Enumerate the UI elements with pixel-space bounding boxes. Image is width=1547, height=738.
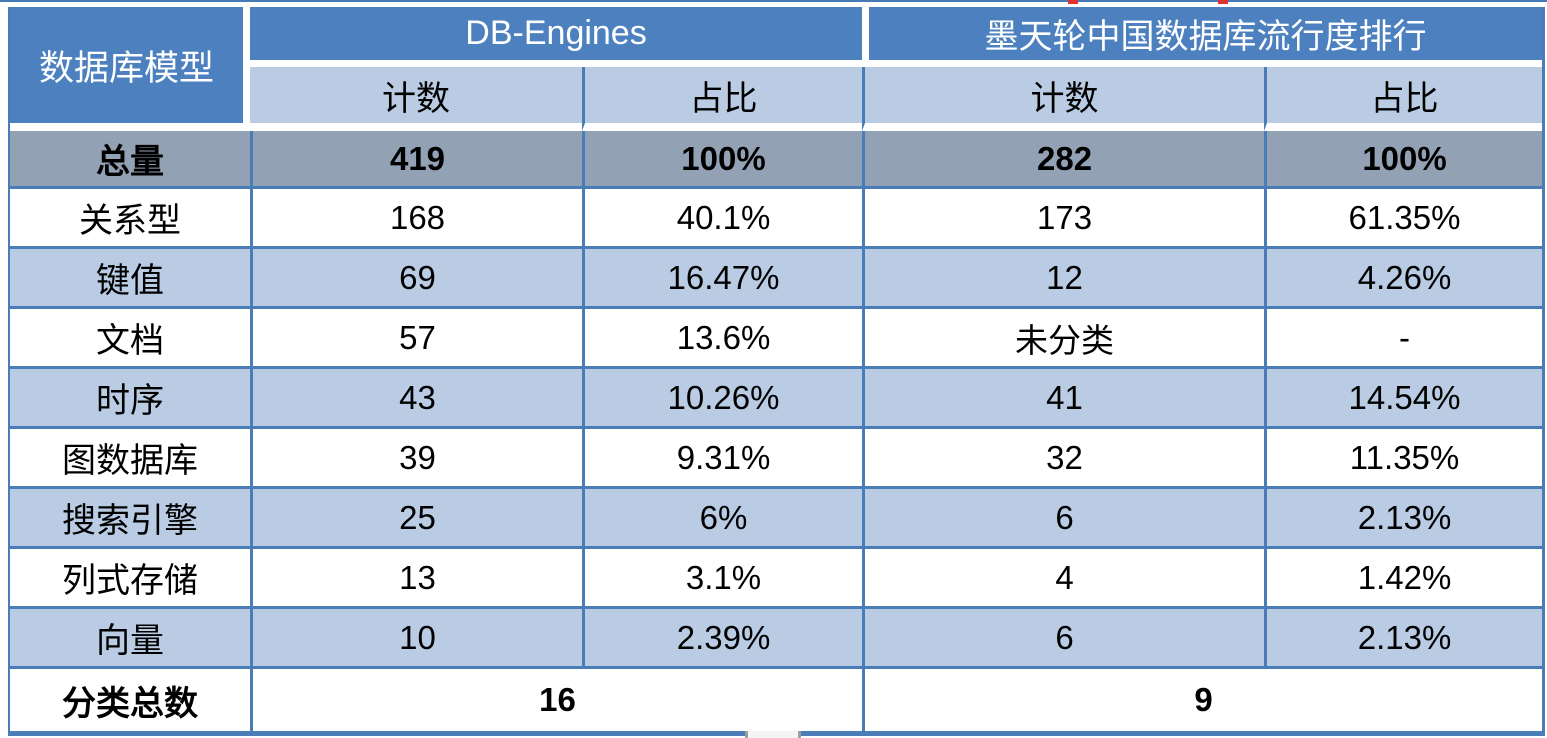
value-cell: 41 [862, 369, 1265, 429]
value-cell: 12 [862, 249, 1265, 309]
value-cell: 4.26% [1264, 249, 1543, 309]
value-cell: - [1264, 309, 1543, 369]
category-row-key-value: 键值 69 16.47% 12 4.26% [10, 249, 1543, 309]
value-cell: 40.1% [582, 189, 863, 249]
value-cell: 282 [862, 131, 1265, 189]
comparison-table: 数据库模型 DB-Engines 墨天轮中国数据库流行度排行 计数 占比 计数 … [10, 7, 1543, 731]
value-cell: 25 [250, 489, 582, 549]
value-cell: 未分类 [862, 309, 1265, 369]
row-label-cell: 分类总数 [10, 669, 250, 731]
value-cell: 6% [582, 489, 863, 549]
value-cell: 39 [250, 429, 582, 489]
row-label-cell: 搜索引擎 [10, 489, 250, 549]
value-cell: 13.6% [582, 309, 863, 369]
category-row-time-series: 时序 43 10.26% 41 14.54% [10, 369, 1543, 429]
value-cell: 57 [250, 309, 582, 369]
value-cell: 61.35% [1264, 189, 1543, 249]
value-cell: 10 [250, 609, 582, 669]
red-crop-artifact [1218, 0, 1228, 4]
category-row-graph: 图数据库 39 9.31% 32 11.35% [10, 429, 1543, 489]
value-cell: 16 [250, 669, 863, 731]
value-cell: 14.54% [1264, 369, 1543, 429]
value-cell: 10.26% [582, 369, 863, 429]
total-row: 总量 419 100% 282 100% [10, 131, 1543, 189]
category-row-search-engine: 搜索引擎 25 6% 6 2.13% [10, 489, 1543, 549]
row-label-cell: 总量 [10, 131, 250, 189]
category-row-columnar: 列式存储 13 3.1% 4 1.42% [10, 549, 1543, 609]
corner-header-cell: 数据库模型 [10, 7, 250, 131]
value-cell: 3.1% [582, 549, 863, 609]
value-cell: 13 [250, 549, 582, 609]
top-edge-line [0, 0, 1547, 2]
group-header-modb-ranking: 墨天轮中国数据库流行度排行 [862, 7, 1543, 67]
sub-header-share-right: 占比 [1264, 67, 1543, 131]
value-cell: 1.42% [1264, 549, 1543, 609]
sub-header-share-left: 占比 [582, 67, 863, 131]
group-header-row: 数据库模型 DB-Engines 墨天轮中国数据库流行度排行 [10, 7, 1543, 131]
row-label-cell: 图数据库 [10, 429, 250, 489]
value-cell: 6 [862, 609, 1265, 669]
red-crop-artifact [1068, 0, 1078, 4]
row-label-cell: 文档 [10, 309, 250, 369]
value-cell: 69 [250, 249, 582, 309]
database-model-comparison-table: 数据库模型 DB-Engines 墨天轮中国数据库流行度排行 计数 占比 计数 … [8, 7, 1545, 736]
value-cell: 11.35% [1264, 429, 1543, 489]
value-cell: 2.13% [1264, 489, 1543, 549]
category-row-document: 文档 57 13.6% 未分类 - [10, 309, 1543, 369]
scrollbar-crop-artifact [745, 731, 801, 738]
value-cell: 173 [862, 189, 1265, 249]
row-label-cell: 键值 [10, 249, 250, 309]
sub-header-row: 计数 占比 计数 占比 [10, 67, 1543, 131]
value-cell: 32 [862, 429, 1265, 489]
value-cell: 100% [582, 131, 863, 189]
value-cell: 9.31% [582, 429, 863, 489]
value-cell: 2.13% [1264, 609, 1543, 669]
category-row-vector: 向量 10 2.39% 6 2.13% [10, 609, 1543, 669]
category-row-relational: 关系型 168 40.1% 173 61.35% [10, 189, 1543, 249]
group-header-db-engines: DB-Engines [250, 7, 863, 67]
row-label-cell: 时序 [10, 369, 250, 429]
value-cell: 6 [862, 489, 1265, 549]
value-cell: 4 [862, 549, 1265, 609]
value-cell: 16.47% [582, 249, 863, 309]
row-label-cell: 列式存储 [10, 549, 250, 609]
sub-header-count-right: 计数 [862, 67, 1265, 131]
row-label-cell: 向量 [10, 609, 250, 669]
row-label-cell: 关系型 [10, 189, 250, 249]
value-cell: 100% [1264, 131, 1543, 189]
value-cell: 2.39% [582, 609, 863, 669]
footer-row-category-count: 分类总数 16 9 [10, 669, 1543, 731]
value-cell: 43 [250, 369, 582, 429]
sub-header-count-left: 计数 [250, 67, 582, 131]
value-cell: 168 [250, 189, 582, 249]
value-cell: 9 [862, 669, 1543, 731]
value-cell: 419 [250, 131, 582, 189]
